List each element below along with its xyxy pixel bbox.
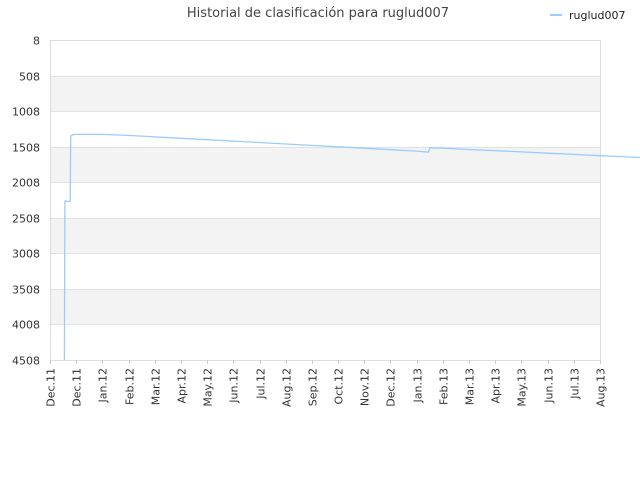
x-tick-label: Feb.12 — [124, 368, 137, 405]
plot-band — [50, 40, 600, 76]
x-tick-label: Apr.13 — [490, 368, 503, 404]
y-tick-label: 4008 — [12, 319, 40, 332]
x-tick-label: Dec.12 — [385, 368, 398, 407]
y-tick-label: 1508 — [12, 142, 40, 155]
plot-background-bands — [50, 40, 600, 360]
x-tick-label: Aug.13 — [595, 368, 608, 407]
plot-band — [50, 182, 600, 218]
legend[interactable]: ruglud007 — [550, 9, 625, 22]
legend-label[interactable]: ruglud007 — [569, 9, 625, 22]
plot-band — [50, 253, 600, 289]
x-tick-label: Nov.12 — [359, 368, 372, 406]
plot-band — [50, 146, 600, 183]
y-tick-label: 8 — [33, 35, 40, 48]
y-tick-label: 2008 — [12, 177, 40, 190]
x-tick-label: Dec.11 — [45, 368, 58, 407]
series-layer — [63, 133, 640, 361]
y-tick-label: 2508 — [12, 213, 40, 226]
x-tick-label: Oct.12 — [333, 368, 346, 405]
x-tick-label: Jul.13 — [569, 368, 582, 400]
y-tick-label: 3508 — [12, 284, 40, 297]
y-tick-label: 3008 — [12, 248, 40, 261]
x-tick-label: Jan.12 — [97, 368, 110, 403]
y-axis: 8 508 1008 1508 2008 2508 3008 3508 4008 4508 — [12, 35, 40, 368]
plot-band — [50, 288, 600, 325]
y-tick-label: 508 — [19, 71, 40, 84]
plot-band — [50, 324, 600, 360]
x-tick-label: Feb.13 — [438, 368, 451, 405]
x-tick-label: Aug.12 — [281, 368, 294, 407]
x-tick-label: Sep.12 — [307, 368, 320, 406]
x-tick-label: Mar.13 — [464, 368, 477, 405]
plot-band — [50, 217, 600, 254]
x-tick-label: Jun.12 — [228, 368, 241, 404]
series-line-ruglud007 — [63, 133, 640, 361]
x-tick-label: Mar.12 — [150, 368, 163, 405]
plot-band — [50, 75, 600, 112]
x-tick-label: Jun.13 — [543, 368, 556, 404]
x-tick-label: May.13 — [516, 368, 529, 407]
plot-band — [50, 111, 600, 147]
chart-title: Historial de clasificación para ruglud00… — [187, 6, 449, 21]
x-tick-label: Jul.12 — [255, 368, 268, 400]
x-tick-label: Jan.13 — [412, 368, 425, 403]
plot-area-border — [50, 40, 601, 361]
x-tick-label: May.12 — [202, 368, 215, 407]
y-tick-label: 1008 — [12, 106, 40, 119]
x-tick-label: Dec.11 — [71, 368, 84, 407]
x-axis: Dec.11 Dec.11 Jan.12 Feb.12 Mar.12 Apr.12 May.… — [45, 360, 608, 407]
y-tick-label: 4508 — [12, 355, 40, 368]
x-tick-label: Apr.12 — [176, 368, 189, 404]
